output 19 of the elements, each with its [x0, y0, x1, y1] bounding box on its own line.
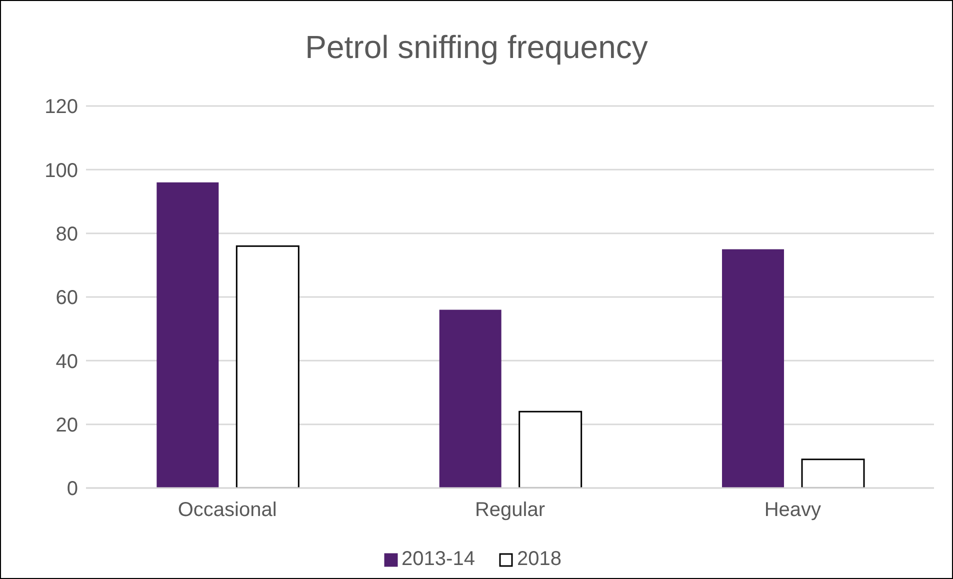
y-tick-label: 120: [44, 96, 78, 118]
legend-label: 2013-14: [400, 548, 475, 571]
x-tick-label: Heavy: [764, 499, 822, 522]
y-tick-label: 100: [44, 160, 78, 182]
bar: [156, 182, 219, 488]
y-tick-label: 20: [56, 414, 78, 436]
bar: [801, 458, 865, 488]
bar: [236, 245, 300, 488]
bar: [518, 410, 582, 488]
y-tick-label: 40: [56, 350, 78, 373]
y-tick-label: 80: [56, 223, 78, 246]
bar: [439, 310, 502, 488]
y-tick-label: 60: [56, 287, 78, 310]
bar: [722, 249, 784, 488]
legend-label: 2018: [516, 548, 562, 571]
y-tick-label: 0: [66, 478, 78, 500]
x-tick-label: Occasional: [178, 499, 277, 522]
x-tick-label: Regular: [474, 499, 546, 522]
chart-title: Petrol sniffing frequency: [304, 29, 649, 66]
